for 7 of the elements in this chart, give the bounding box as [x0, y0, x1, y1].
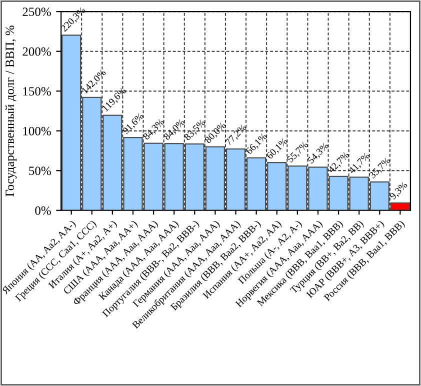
y-axis-title: Государственный долг / ВВП, % — [5, 26, 17, 196]
y-tick-label: 0% — [35, 206, 51, 215]
y-tick-label: 200% — [22, 47, 51, 56]
y-tick-label: 250% — [22, 8, 51, 16]
y-tick-label: 150% — [23, 87, 51, 96]
y-tick-label: 50% — [29, 166, 51, 176]
y-tick-label: 100% — [23, 126, 51, 136]
